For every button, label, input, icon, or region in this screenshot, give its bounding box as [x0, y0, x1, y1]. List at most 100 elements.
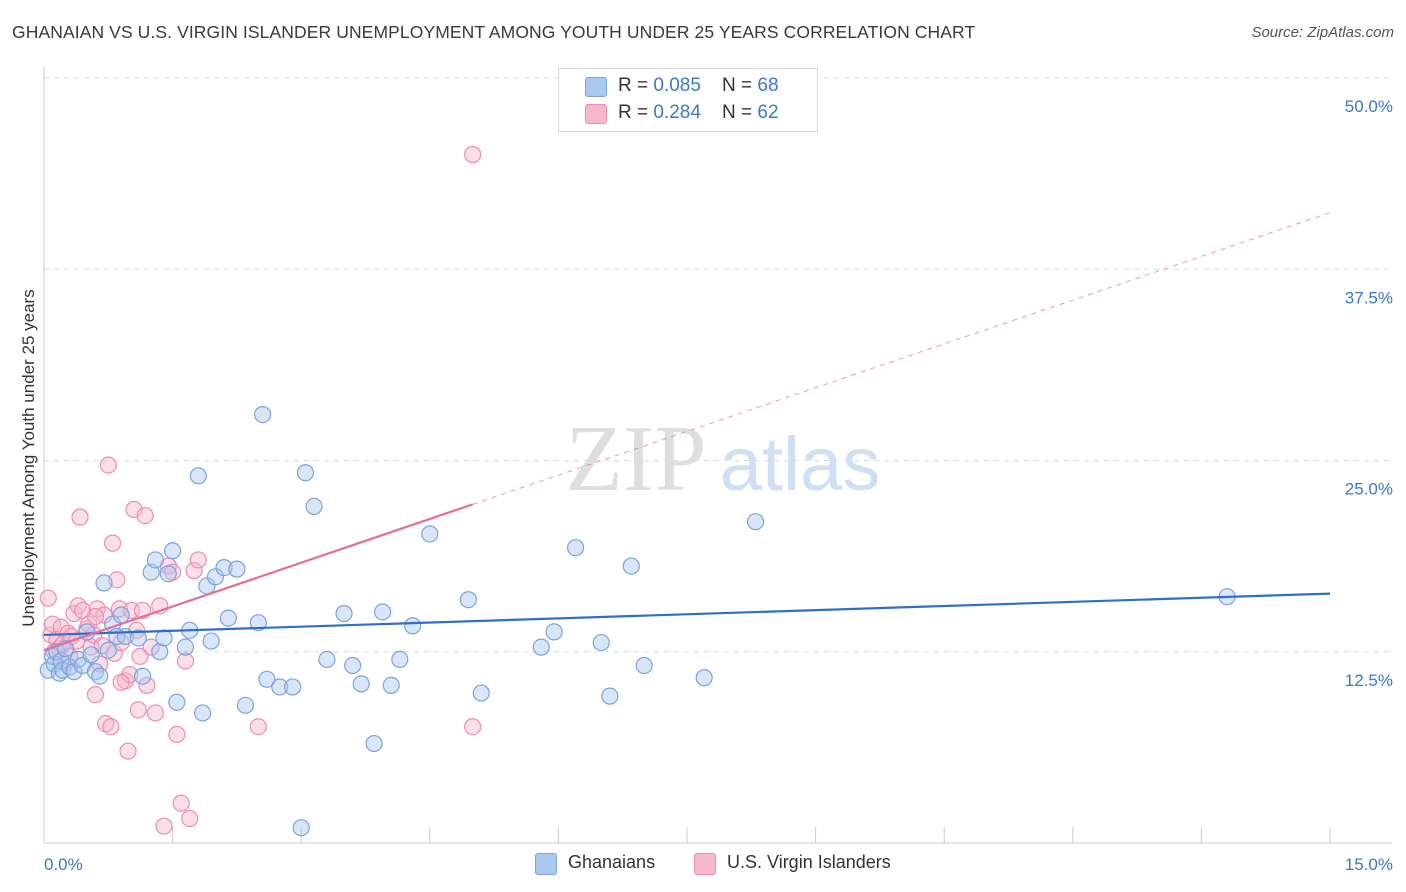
- data-point-ghanaians: [365, 734, 383, 753]
- data-point-ghanaians: [421, 525, 439, 543]
- data-point-ghanaians: [99, 641, 117, 659]
- legend-r-label: R =: [618, 102, 654, 123]
- data-point-virgin-islanders: [97, 715, 115, 733]
- data-point-ghanaians: [292, 819, 310, 837]
- pink-swatch-icon: [694, 853, 716, 875]
- y-tick-label: 12.5%: [1345, 671, 1393, 690]
- data-point-ghanaians: [545, 623, 563, 641]
- zipatlas-watermark: ZIP atlas: [566, 407, 881, 511]
- data-point-ghanaians: [112, 606, 130, 624]
- ghanaians-points: [39, 406, 1236, 837]
- data-point-virgin-islanders: [99, 456, 117, 474]
- data-point-ghanaians: [151, 643, 169, 661]
- data-point-ghanaians: [532, 638, 550, 656]
- data-point-ghanaians: [168, 693, 186, 711]
- y-tick-label: 25.0%: [1345, 480, 1393, 499]
- data-point-virgin-islanders: [176, 652, 195, 670]
- data-point-ghanaians: [344, 656, 362, 675]
- data-point-ghanaians: [206, 568, 225, 586]
- data-point-ghanaians: [296, 464, 315, 482]
- data-point-virgin-islanders: [136, 506, 154, 525]
- data-point-virgin-islanders: [86, 607, 105, 626]
- grid-lines: [44, 77, 1392, 653]
- data-point-ghanaians: [284, 678, 302, 696]
- legend-r-label: R =: [618, 75, 654, 96]
- legend-n-label: N =: [722, 102, 758, 123]
- data-point-ghanaians: [601, 687, 619, 705]
- source-label: Source: ZipAtlas.com: [1251, 24, 1394, 41]
- data-point-ghanaians: [82, 646, 100, 664]
- data-point-ghanaians: [404, 617, 422, 635]
- data-point-ghanaians: [228, 560, 246, 578]
- data-point-ghanaians: [159, 565, 177, 583]
- data-point-ghanaians: [164, 542, 182, 560]
- legend-n-value: 62: [757, 102, 779, 123]
- chart-title: GHANAIAN VS U.S. VIRGIN ISLANDER UNEMPLO…: [12, 22, 976, 42]
- data-point-virgin-islanders: [168, 725, 186, 743]
- data-point-virgin-islanders: [119, 742, 137, 760]
- correlation-legend: R = 0.085 N = 68 R = 0.284 N = 62: [558, 68, 818, 132]
- data-point-ghanaians: [352, 675, 370, 693]
- data-point-virgin-islanders: [146, 704, 165, 722]
- data-point-ghanaians: [746, 513, 765, 531]
- y-tick-label: 37.5%: [1345, 288, 1393, 307]
- data-point-virgin-islanders: [103, 534, 122, 552]
- data-point-virgin-islanders: [138, 676, 156, 695]
- data-point-virgin-islanders: [131, 647, 149, 665]
- data-point-ghanaians: [382, 676, 400, 695]
- data-point-virgin-islanders: [142, 638, 160, 656]
- data-point-ghanaians: [635, 656, 653, 675]
- virgin-islanders-points: [39, 145, 482, 835]
- data-point-virgin-islanders: [464, 145, 482, 164]
- data-point-ghanaians: [335, 604, 353, 623]
- data-point-virgin-islanders: [464, 718, 482, 736]
- trendline-virgin-islanders: [43, 503, 474, 652]
- data-point-ghanaians: [254, 406, 272, 424]
- data-point-virgin-islanders: [39, 589, 57, 607]
- watermark-atlas: atlas: [720, 422, 881, 507]
- data-point-virgin-islanders: [172, 794, 190, 812]
- data-point-virgin-islanders: [108, 571, 126, 589]
- data-point-ghanaians: [176, 638, 195, 656]
- data-point-ghanaians: [91, 667, 109, 685]
- data-point-virgin-islanders: [71, 508, 89, 526]
- data-point-ghanaians: [622, 557, 640, 575]
- data-point-virgin-islanders: [155, 817, 173, 835]
- x-tick-label-max: 15.0%: [1345, 855, 1393, 874]
- data-point-ghanaians: [459, 591, 477, 609]
- data-point-ghanaians: [249, 614, 267, 632]
- data-point-ghanaians: [189, 467, 207, 485]
- data-point-ghanaians: [95, 574, 113, 592]
- y-axis-label: Unemployment Among Youth under 25 years: [19, 289, 38, 627]
- data-point-ghanaians: [258, 670, 276, 688]
- data-point-ghanaians: [391, 650, 409, 669]
- data-point-ghanaians: [695, 669, 713, 687]
- data-point-virgin-islanders: [181, 809, 199, 828]
- trendline-ghanaians: [43, 592, 1331, 637]
- data-point-ghanaians: [215, 558, 233, 577]
- data-point-ghanaians: [566, 539, 585, 557]
- data-point-ghanaians: [271, 678, 289, 696]
- blue-swatch-icon: [585, 77, 607, 97]
- data-point-ghanaians: [146, 551, 165, 569]
- y-tick-label: 50.0%: [1345, 97, 1393, 116]
- legend-r-value: 0.284: [653, 102, 701, 123]
- trendline-virgin-islanders-extension: [472, 212, 1331, 505]
- legend-n-value: 68: [757, 75, 779, 96]
- pink-swatch-icon: [585, 104, 607, 124]
- x-tick-label-min: 0.0%: [44, 855, 83, 874]
- data-point-ghanaians: [219, 609, 237, 627]
- data-point-ghanaians: [318, 650, 336, 669]
- data-point-ghanaians: [129, 629, 147, 647]
- legend-r-value: 0.085: [653, 75, 701, 96]
- trend-lines: [43, 212, 1331, 652]
- data-point-ghanaians: [194, 704, 212, 722]
- data-point-virgin-islanders: [102, 718, 120, 736]
- data-point-virgin-islanders: [185, 562, 203, 580]
- data-point-ghanaians: [374, 603, 392, 621]
- data-point-ghanaians: [592, 633, 610, 652]
- data-point-ghanaians: [472, 684, 490, 702]
- data-point-virgin-islanders: [129, 701, 147, 719]
- bottom-legend-label: Ghanaians: [568, 852, 656, 872]
